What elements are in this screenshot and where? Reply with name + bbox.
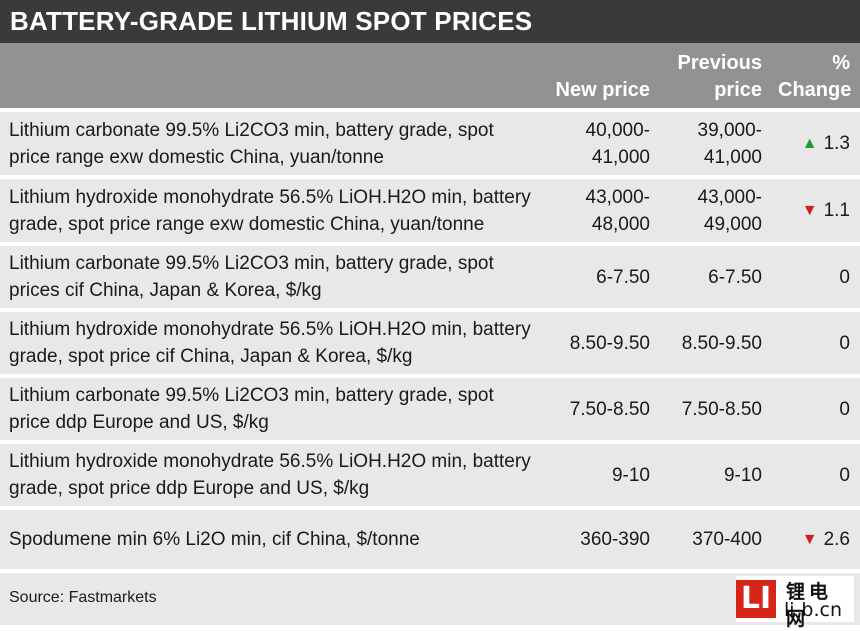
- row-description: Lithium hydroxide monohydrate 56.5% LiOH…: [0, 177, 548, 246]
- row-description: Lithium carbonate 99.5% Li2CO3 min, batt…: [0, 244, 548, 312]
- change-value: 0: [839, 332, 850, 354]
- previous-price-part1: 43,000-: [697, 186, 762, 208]
- table-row: Lithium hydroxide monohydrate 56.5% LiOH…: [0, 442, 860, 510]
- row-previous-price: 39,000- 41,000: [660, 110, 772, 179]
- row-previous-price: 9-10: [660, 442, 772, 510]
- new-price-part1: 9-10: [611, 464, 650, 486]
- previous-price-part1: 6-7.50: [708, 266, 762, 288]
- table-title: BATTERY-GRADE LITHIUM SPOT PRICES: [0, 0, 860, 43]
- row-previous-price: 370-400: [660, 508, 772, 573]
- source-row: Source: Fastmarkets: [0, 571, 860, 623]
- table-row: Spodumene min 6% Li2O min, cif China, $/…: [0, 508, 860, 573]
- down-arrow-icon: ▼: [801, 202, 818, 219]
- row-previous-price: 6-7.50: [660, 244, 772, 312]
- change-value: 1.3: [823, 133, 850, 154]
- up-arrow-icon: ▲: [801, 135, 818, 152]
- header-change-line1: %: [832, 52, 850, 74]
- change-value: 0: [839, 266, 850, 288]
- header-row: New price Previous price % Change: [0, 43, 860, 112]
- header-change-line2: Change: [778, 79, 852, 101]
- previous-price-part2: 41,000: [703, 146, 762, 168]
- row-new-price: 7.50-8.50: [548, 376, 660, 444]
- new-price-part2: 41,000: [591, 146, 650, 168]
- header-previous-line1: Previous: [677, 52, 762, 74]
- change-value: 2.6: [823, 529, 850, 550]
- row-percent-change: 0: [772, 244, 860, 312]
- new-price-part1: 43,000-: [585, 186, 650, 208]
- table-row: Lithium carbonate 99.5% Li2CO3 min, batt…: [0, 110, 860, 179]
- header-previous-line2: price: [714, 79, 762, 101]
- previous-price-part1: 7.50-8.50: [681, 398, 762, 420]
- down-arrow-icon: ▼: [801, 531, 818, 548]
- change-value: 0: [839, 398, 850, 420]
- new-price-part2: 48,000: [591, 213, 650, 235]
- previous-price-part1: 370-400: [692, 529, 762, 550]
- row-description: Lithium carbonate 99.5% Li2CO3 min, batt…: [0, 110, 548, 179]
- previous-price-part1: 9-10: [723, 464, 762, 486]
- row-previous-price: 7.50-8.50: [660, 376, 772, 444]
- row-description: Lithium hydroxide monohydrate 56.5% LiOH…: [0, 442, 548, 510]
- row-percent-change: 0: [772, 376, 860, 444]
- logo-url-text: li-b.cn: [784, 599, 843, 621]
- header-new-price: New price: [548, 43, 660, 112]
- row-new-price: 360-390: [548, 508, 660, 573]
- row-previous-price: 8.50-9.50: [660, 310, 772, 378]
- change-value: 1.1: [823, 200, 850, 221]
- price-table: New price Previous price % Change Lithiu…: [0, 43, 860, 623]
- previous-price-part2: 49,000: [703, 213, 762, 235]
- new-price-part1: 8.50-9.50: [569, 332, 650, 354]
- row-percent-change: ▼ 2.6: [772, 508, 860, 573]
- watermark-logo: LI 锂电网 li-b.cn: [736, 576, 854, 630]
- table-row: Lithium hydroxide monohydrate 56.5% LiOH…: [0, 177, 860, 246]
- table-row: Lithium carbonate 99.5% Li2CO3 min, batt…: [0, 244, 860, 312]
- row-description: Spodumene min 6% Li2O min, cif China, $/…: [0, 508, 548, 573]
- table-row: Lithium carbonate 99.5% Li2CO3 min, batt…: [0, 376, 860, 444]
- header-previous-price: Previous price: [660, 43, 772, 112]
- new-price-part1: 6-7.50: [596, 266, 650, 288]
- previous-price-part1: 8.50-9.50: [681, 332, 762, 354]
- header-percent-change: % Change: [772, 43, 860, 112]
- row-description: Lithium carbonate 99.5% Li2CO3 min, batt…: [0, 376, 548, 444]
- change-value: 0: [839, 464, 850, 486]
- table-row: Lithium hydroxide monohydrate 56.5% LiOH…: [0, 310, 860, 378]
- logo-mark: LI: [736, 580, 776, 618]
- new-price-part1: 360-390: [580, 529, 650, 550]
- row-percent-change: ▼ 1.1: [772, 177, 860, 246]
- row-percent-change: 0: [772, 310, 860, 378]
- row-percent-change: 0: [772, 442, 860, 510]
- row-new-price: 8.50-9.50: [548, 310, 660, 378]
- header-description: [0, 43, 548, 112]
- row-new-price: 40,000- 41,000: [548, 110, 660, 179]
- row-new-price: 6-7.50: [548, 244, 660, 312]
- row-previous-price: 43,000- 49,000: [660, 177, 772, 246]
- source-note: Source: Fastmarkets: [0, 571, 860, 623]
- new-price-part1: 40,000-: [585, 119, 650, 141]
- new-price-part1: 7.50-8.50: [569, 398, 650, 420]
- row-description: Lithium hydroxide monohydrate 56.5% LiOH…: [0, 310, 548, 378]
- row-new-price: 43,000- 48,000: [548, 177, 660, 246]
- previous-price-part1: 39,000-: [697, 119, 762, 141]
- row-percent-change: ▲ 1.3: [772, 110, 860, 179]
- row-new-price: 9-10: [548, 442, 660, 510]
